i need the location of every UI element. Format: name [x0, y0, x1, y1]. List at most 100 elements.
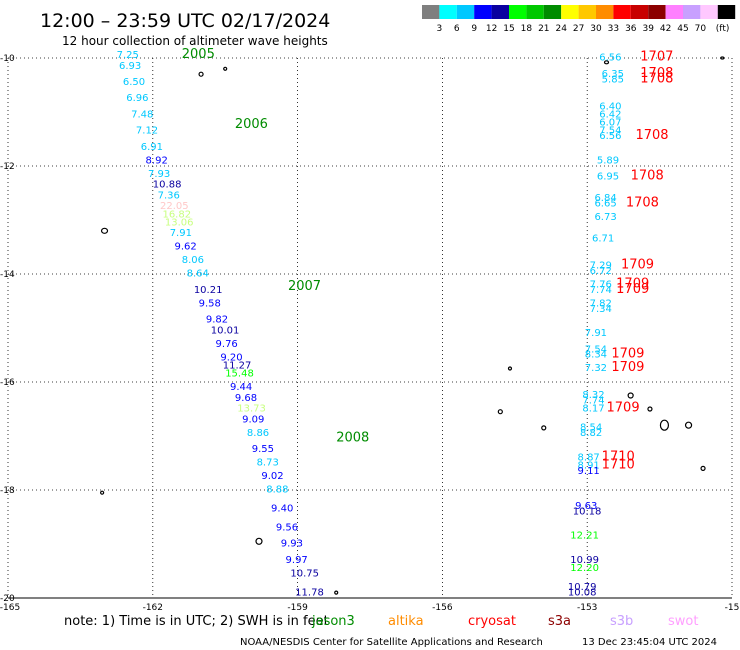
wave-height-label: 8.06	[182, 255, 204, 266]
wave-height-label: 7.34	[590, 304, 612, 315]
satellite-legend-item: s3b	[610, 614, 633, 629]
colorbar-swatch	[717, 5, 736, 19]
lon-tick-label: -153	[577, 603, 597, 613]
wave-height-label: 7.54	[599, 126, 621, 137]
wave-height-label: 16.82	[162, 209, 191, 220]
wave-height-label: 6.50	[123, 77, 145, 88]
track-east-observations: 6.566.355.856.406.426.077.546.565.896.95…	[568, 53, 624, 599]
map-grid	[7, 57, 733, 599]
wave-height-label: 9.76	[216, 339, 238, 350]
colorbar-label: 6	[454, 24, 460, 34]
wave-height-label: 10.99	[570, 555, 599, 566]
island-outline	[684, 421, 693, 429]
pass-time-label: 2005	[182, 47, 215, 62]
footer-credit: NOAA/NESDIS Center for Satellite Applica…	[240, 637, 543, 648]
lat-tick-label: -12	[0, 162, 15, 172]
wave-height-label: 15.48	[225, 369, 254, 380]
footer-note: note: 1) Time is in UTC; 2) SWH is in fe…	[64, 614, 329, 629]
wave-height-label: 7.91	[585, 328, 607, 339]
wave-height-label: 7.12	[136, 126, 158, 137]
colorbar-label: 18	[521, 24, 533, 34]
pass-time-label: 1708	[640, 66, 673, 81]
colorbar-label: 15	[503, 24, 514, 34]
wave-height-label: 9.68	[235, 393, 257, 404]
wave-height-label: 6.65	[594, 199, 616, 210]
wave-height-label: 9.55	[252, 444, 274, 455]
lon-tick-label: -156	[432, 603, 453, 613]
wave-height-label: 6.91	[141, 142, 163, 153]
wave-height-label: 12.20	[570, 563, 599, 574]
wave-height-label: 8.88	[266, 485, 288, 496]
wave-height-label: 9.02	[261, 471, 283, 482]
island-outlines	[100, 56, 725, 595]
wave-height-label: 6.95	[597, 172, 619, 183]
wave-height-label: 13.06	[165, 217, 194, 228]
colorbar-swatch	[578, 5, 596, 19]
satellite-legend-item: swot	[668, 614, 698, 629]
wave-height-label: 7.74	[582, 396, 604, 407]
pass-time-label: 1707	[640, 50, 673, 65]
wave-height-label: 6.71	[592, 234, 614, 245]
colorbar-swatch	[439, 5, 457, 19]
lat-tick-label: -18	[0, 486, 15, 496]
wave-height-label: 5.89	[597, 155, 619, 166]
wave-height-label: 8.64	[187, 269, 209, 280]
wave-height-label: 9.11	[578, 466, 600, 477]
wave-height-label: 8.34	[585, 350, 607, 361]
track-west-time-labels: 2005 2006 2007 2008	[182, 47, 370, 445]
lat-tick-label: -10	[0, 54, 15, 64]
pass-time-label: 1708	[635, 128, 668, 143]
colorbar-swatch	[700, 5, 718, 19]
wave-height-label: 6.07	[599, 118, 621, 129]
wave-height-label: 9.58	[199, 298, 221, 309]
wave-height-label: 22.05	[160, 201, 189, 212]
island-outline	[647, 406, 653, 412]
wave-height-label: 8.32	[582, 390, 604, 401]
colorbar-swatch	[422, 5, 440, 19]
colorbar-label: 45	[677, 24, 688, 34]
pass-time-label: 1708	[631, 169, 664, 184]
colorbar-label: 21	[538, 24, 549, 34]
wave-height-label: 9.82	[206, 315, 228, 326]
wave-height-label: 12.21	[570, 531, 599, 542]
lon-tick-label: -15	[725, 603, 740, 613]
satellite-legend-item: s3a	[548, 614, 571, 629]
wave-height-label: 9.44	[230, 382, 252, 393]
wave-height-label: 6.42	[599, 109, 621, 120]
wave-height-label: 8.87	[578, 452, 600, 463]
pass-time-label: 1709	[616, 277, 649, 292]
colorbar: 3 6 9 12 15 18 21 24 27 30 33 36 39 42 45 70 (ft)	[422, 5, 736, 34]
wave-height-label: 6.40	[599, 101, 621, 112]
pass-time-label: 1710	[602, 449, 635, 464]
wave-height-label: 6.96	[126, 93, 148, 104]
colorbar-label: 9	[471, 24, 477, 34]
island-outline	[627, 392, 634, 399]
colorbar-label: 30	[590, 24, 602, 34]
wave-height-label: 9.97	[286, 555, 308, 566]
wave-height-label: 9.56	[276, 523, 298, 534]
wave-height-label: 7.25	[117, 50, 139, 61]
colorbar-label: 24	[555, 24, 567, 34]
island-outline	[223, 66, 228, 71]
pass-time-label: 2007	[288, 279, 321, 294]
wave-height-label: 10.75	[290, 568, 319, 579]
colorbar-swatch	[596, 5, 614, 19]
colorbar-swatch	[474, 5, 492, 19]
pass-time-label: 2008	[336, 430, 369, 445]
pass-time-label: 1709	[611, 347, 644, 362]
axis-labels: -10 -12 -14 -16 -18 -20-165 -162 -159 -156 -153 -1…	[0, 54, 739, 613]
wave-height-label: 7.48	[131, 109, 153, 120]
wave-height-label: 7.74	[590, 285, 612, 296]
track-west-observations: 7.256.93 6.50 6.96 7.48 7.12 6.91 8.92 7.9310.8…	[117, 50, 324, 598]
wave-height-label: 6.84	[594, 193, 616, 204]
wave-height-label: 7.54	[585, 344, 607, 355]
island-outline	[659, 419, 670, 431]
wave-height-label: 8.54	[580, 423, 602, 434]
wave-height-label: 11.27	[223, 361, 252, 372]
wave-height-label: 8.17	[582, 404, 604, 415]
wave-height-label: 7.32	[585, 363, 607, 374]
island-outline	[603, 60, 610, 65]
wave-height-label: 9.40	[271, 504, 293, 515]
pass-time-label: 1708	[640, 71, 673, 86]
